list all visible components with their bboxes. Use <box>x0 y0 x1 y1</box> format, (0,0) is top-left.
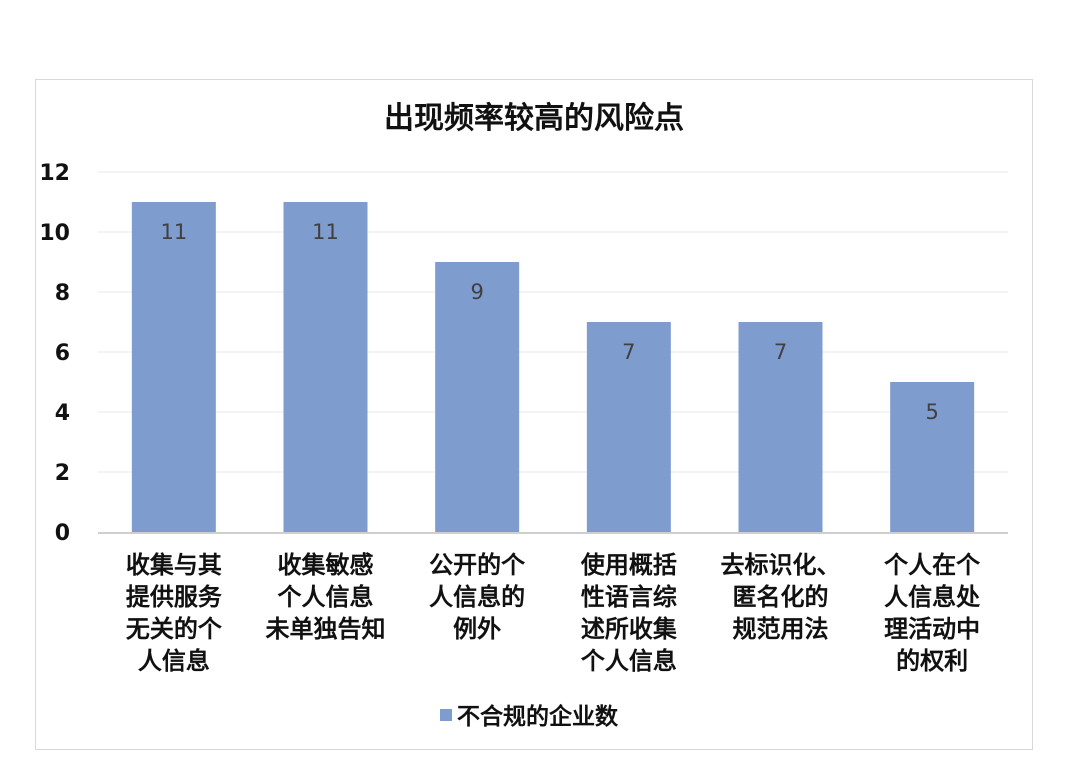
x-category-label: 个人在个人信息处理活动中的权利 <box>884 551 981 675</box>
y-tick-label: 4 <box>55 401 70 426</box>
gridlines <box>98 171 1008 473</box>
y-tick-label: 10 <box>39 221 70 246</box>
x-category-label: 公开的个人信息的例外 <box>429 551 526 643</box>
x-category-label: 使用概括性语言综述所收集个人信息 <box>580 551 678 675</box>
bars <box>131 202 975 532</box>
data-label: 5 <box>925 400 938 424</box>
y-axis-ticks: 0 2 4 6 8 10 12 <box>39 161 70 546</box>
data-labels: 11 11 9 7 7 5 <box>160 220 938 424</box>
x-axis: 收集与其提供服务无关的个人信息收集敏感个人信息未单独告知公开的个人信息的例外使用… <box>98 532 1008 675</box>
data-label: 11 <box>312 220 339 244</box>
y-tick-label: 0 <box>55 521 70 546</box>
data-label: 11 <box>160 220 187 244</box>
data-label: 7 <box>622 340 635 364</box>
legend: 不合规的企业数 <box>440 703 619 730</box>
bar <box>435 262 520 532</box>
bar-chart: 出现频率较高的风险点 0 2 4 6 8 10 12 11 11 9 7 7 5 收集与其提供服务无关… <box>39 101 1008 730</box>
legend-swatch <box>440 709 452 721</box>
bar <box>738 322 823 532</box>
bar <box>586 322 671 532</box>
bar <box>131 202 216 532</box>
x-category-label: 收集敏感个人信息未单独告知 <box>266 551 386 643</box>
y-tick-label: 2 <box>55 461 70 486</box>
x-category-label: 收集与其提供服务无关的个人信息 <box>126 551 223 675</box>
y-tick-label: 12 <box>39 161 70 186</box>
legend-label: 不合规的企业数 <box>457 703 619 730</box>
bar <box>283 202 368 532</box>
chart-title: 出现频率较高的风险点 <box>384 101 684 136</box>
y-tick-label: 8 <box>55 281 70 306</box>
data-label: 7 <box>774 340 787 364</box>
x-category-label: 去标识化、匿名化的规范用法 <box>721 551 841 643</box>
chart-frame: 出现频率较高的风险点 0 2 4 6 8 10 12 11 11 9 7 7 5 收集与其提供服务无关… <box>35 79 1033 750</box>
data-label: 9 <box>470 280 483 304</box>
bar <box>890 382 975 532</box>
y-tick-label: 6 <box>55 341 70 366</box>
